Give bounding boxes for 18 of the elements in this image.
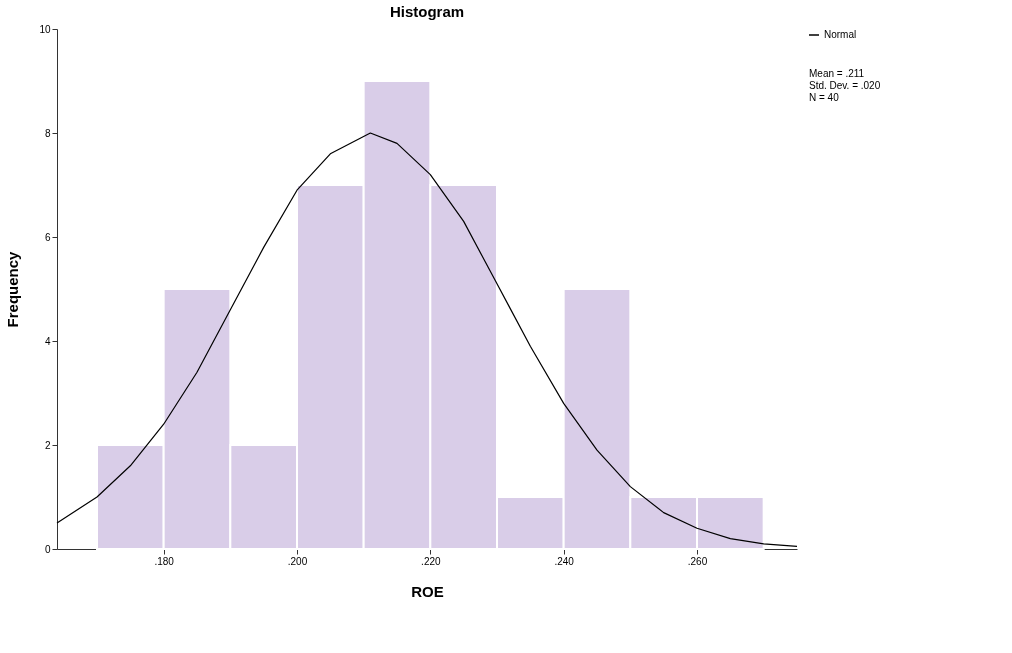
x-tick-label: .180 (154, 555, 175, 567)
y-tick-label: 8 (44, 127, 51, 139)
x-tick-label: .240 (554, 555, 575, 567)
y-tick-label: 6 (44, 231, 51, 243)
x-tick-label: .260 (687, 555, 708, 567)
legend-label: Normal (824, 29, 857, 40)
y-axis-title: Frequency (4, 250, 22, 328)
x-axis-title: ROE (411, 582, 444, 600)
text: Std. Dev. = .020 (809, 80, 881, 91)
chart-title: Histogram (389, 3, 465, 20)
y-tick-label: 10 (39, 23, 51, 35)
y-tick-label: 4 (44, 335, 51, 347)
text: Mean = .211 (809, 68, 865, 79)
x-tick-label: .220 (421, 555, 441, 567)
y-tick-label: 2 (44, 439, 51, 451)
x-tick-label: .200 (287, 555, 308, 567)
y-tick-label: 0 (44, 543, 51, 555)
text: N = 40 (809, 92, 840, 103)
